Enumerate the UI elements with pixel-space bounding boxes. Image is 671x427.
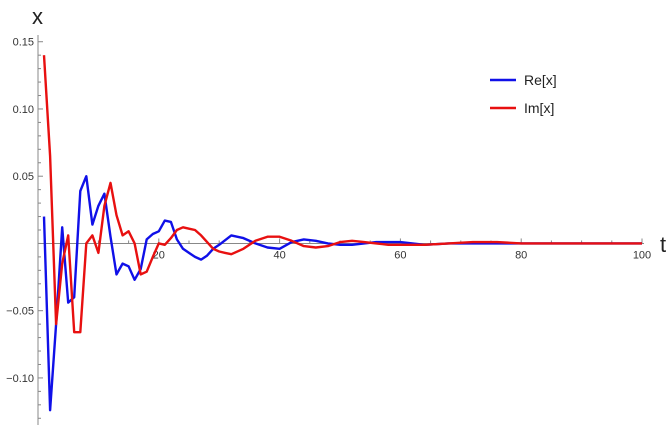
x-tick-label: 80: [515, 249, 527, 261]
x-axis-label: t: [660, 232, 666, 257]
y-tick-label: 0.05: [13, 171, 34, 183]
x-tick-label: 100: [633, 249, 651, 261]
y-tick-label: 0.15: [13, 37, 34, 49]
y-tick-label: 0.10: [13, 104, 34, 116]
legend: Re[x] Im[x]: [490, 72, 557, 116]
y-axis: 0.15 0.10 0.05 −0.05 −0.10: [6, 35, 43, 425]
legend-label: Re[x]: [524, 72, 557, 88]
x-tick-label: 60: [394, 249, 406, 261]
x-tick-label: 40: [273, 249, 285, 261]
series-line-rex: [42, 175, 642, 412]
legend-label: Im[x]: [524, 100, 554, 116]
series-line-imx: [42, 55, 642, 334]
y-tick-label: −0.10: [6, 373, 34, 385]
y-axis-label: x: [32, 4, 43, 29]
y-tick-label: −0.05: [6, 306, 34, 318]
series-layer: [42, 55, 642, 412]
